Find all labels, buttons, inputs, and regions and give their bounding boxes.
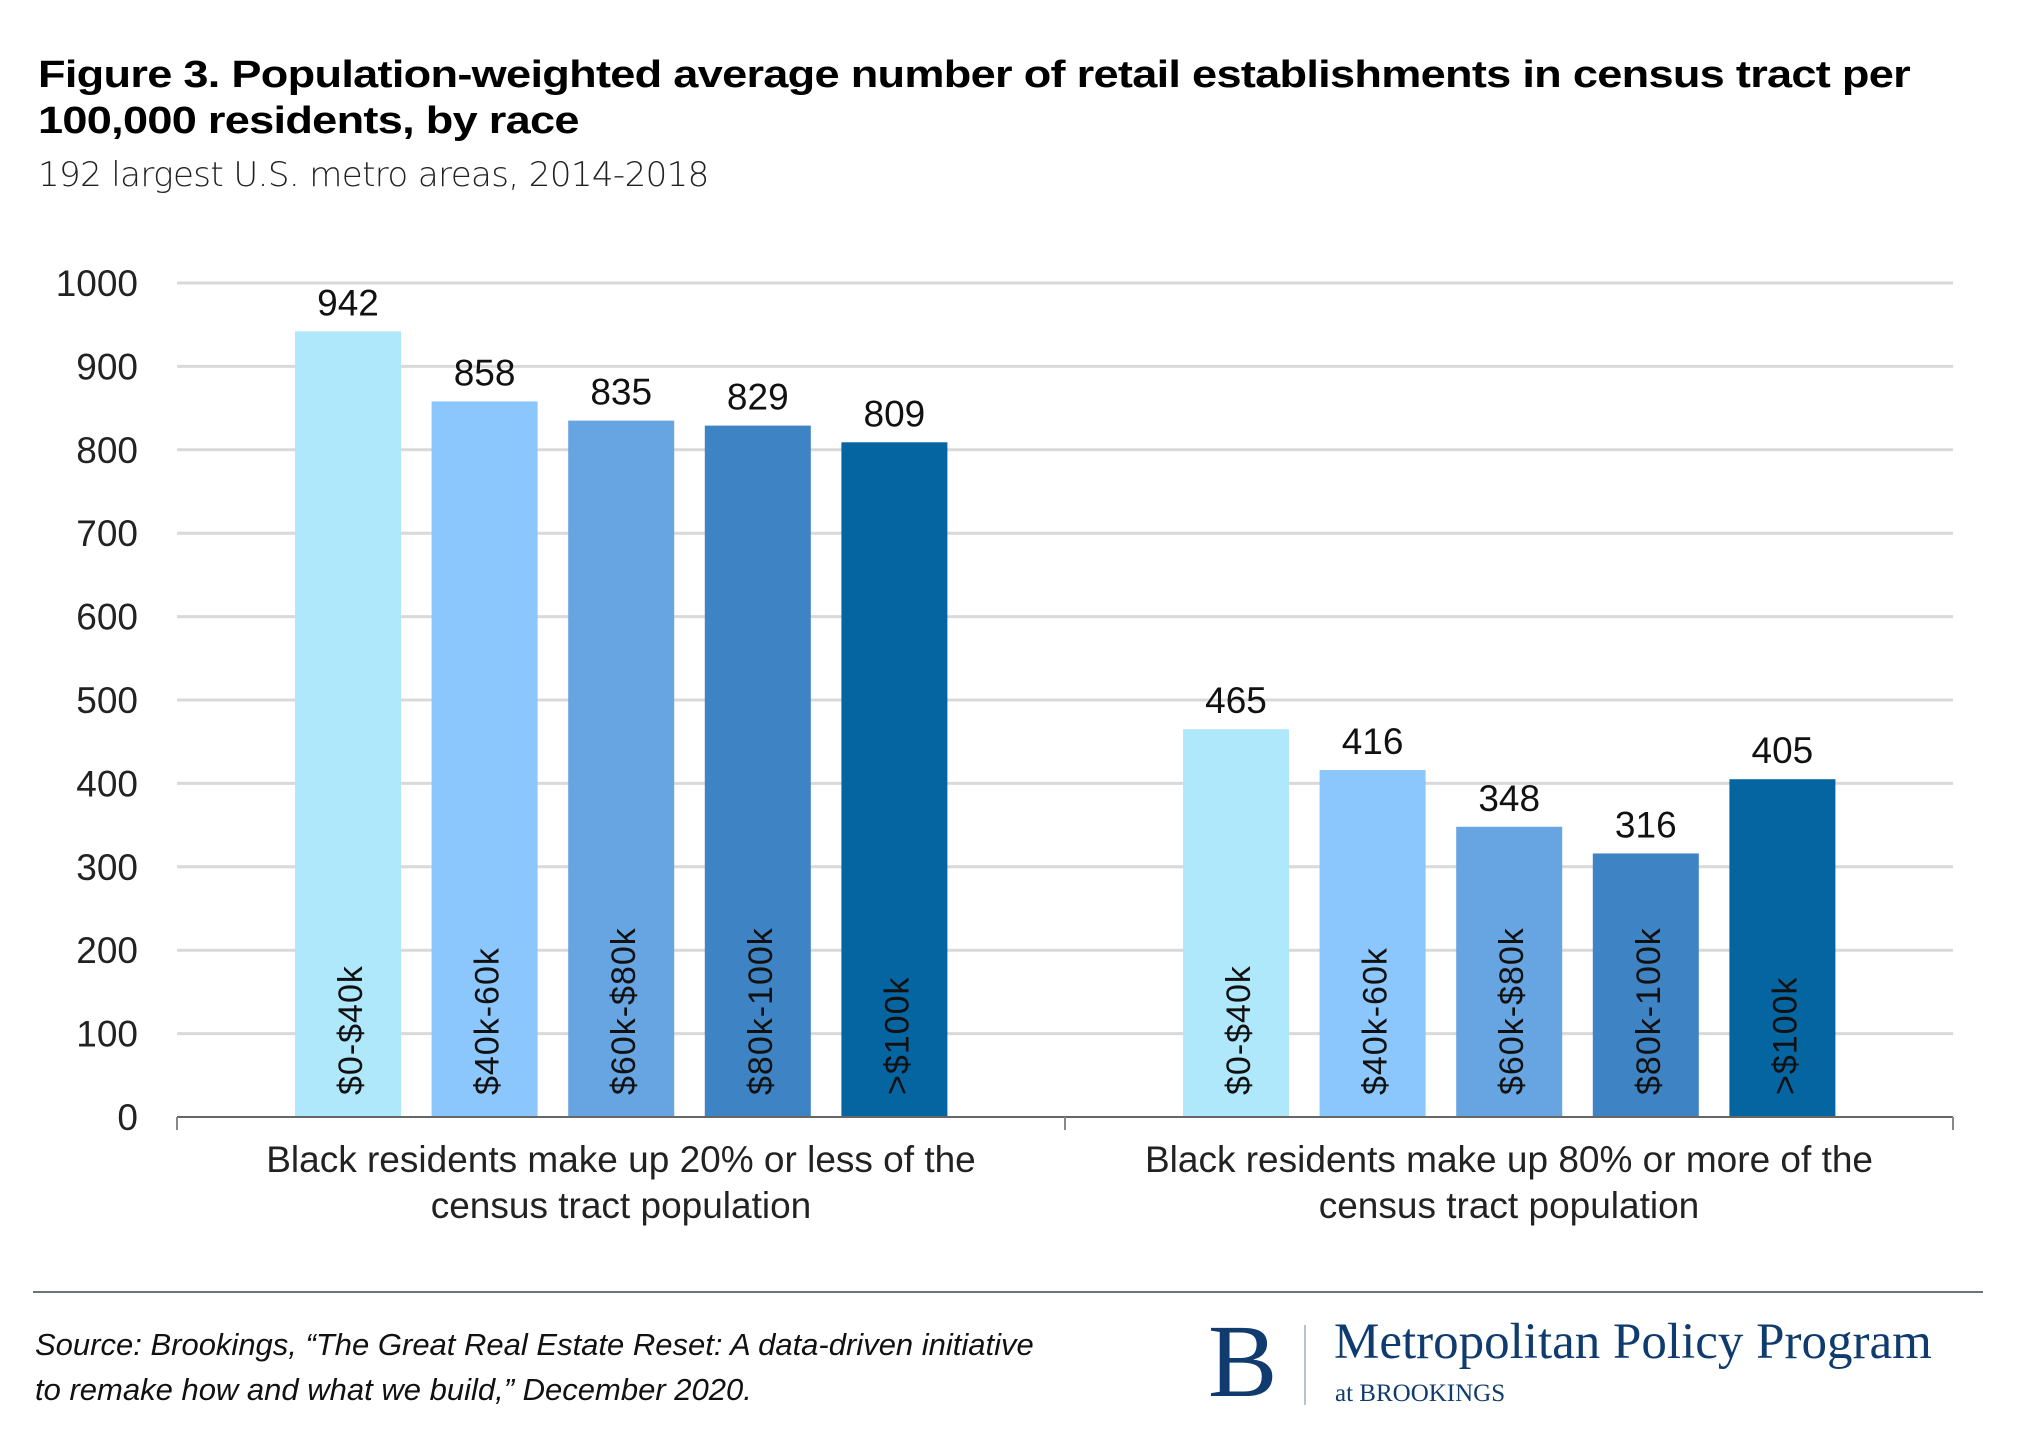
bar-series-label: $0-$40k — [1220, 965, 1258, 1095]
logo-divider — [1304, 1325, 1306, 1405]
bar — [1592, 853, 1699, 1117]
y-tick-label: 100 — [76, 1014, 138, 1055]
y-tick-label: 700 — [76, 513, 138, 554]
bar-series-label: $40k-60k — [469, 947, 507, 1095]
category-label: Black residents make up 20% or less of t… — [266, 1139, 976, 1180]
bar-series-label: >$100k — [878, 977, 916, 1096]
bar — [841, 442, 948, 1117]
source-line-2: to remake how and what we build,” Decemb… — [35, 1372, 752, 1407]
bar-value-label: 405 — [1752, 730, 1814, 771]
source-line-1: Source: Brookings, “The Great Real Estat… — [35, 1327, 1034, 1362]
y-tick-label: 800 — [76, 430, 138, 471]
y-tick-label: 300 — [76, 847, 138, 888]
chart-subtitle: 192 largest U.S. metro areas, 2014-2018 — [38, 155, 709, 195]
bar-series-label: $80k-100k — [742, 927, 780, 1095]
bar — [431, 401, 538, 1118]
y-axis-tick-labels: 0 100 200 300 400 500 600 700 800 900 1000 — [56, 263, 138, 1138]
y-tick-label: 200 — [76, 930, 138, 971]
chart-title-line-1: Figure 3. Population-weighted average nu… — [38, 54, 1911, 96]
bar-series-label: $40k-60k — [1357, 947, 1395, 1095]
bar-value-label: 829 — [727, 377, 789, 418]
chart-title-line-2: 100,000 residents, by race — [38, 100, 580, 142]
x-axis-category-labels: Black residents make up 20% or less of t… — [266, 1139, 1873, 1226]
bar-value-label: 416 — [1342, 721, 1404, 762]
bar-value-label: 316 — [1615, 804, 1677, 845]
footer-divider — [33, 1291, 1983, 1293]
bar — [704, 425, 811, 1117]
bar-value-label: 858 — [454, 352, 516, 393]
source-note: Source: Brookings, “The Great Real Estat… — [35, 1322, 1034, 1412]
y-tick-label: 0 — [117, 1097, 138, 1138]
bar-value-label: 942 — [317, 282, 379, 323]
bar-value-label: 835 — [590, 372, 652, 413]
bar-series-label: $80k-100k — [1630, 927, 1668, 1095]
y-tick-label: 1000 — [56, 263, 138, 304]
bar — [1456, 826, 1563, 1117]
y-tick-label: 600 — [76, 597, 138, 638]
bar-series-label: $60k-$80k — [1493, 927, 1531, 1095]
bar — [568, 420, 675, 1117]
bar — [1319, 770, 1426, 1117]
y-tick-label: 900 — [76, 346, 138, 387]
bar-value-label: 348 — [1478, 778, 1540, 819]
bar-chart: 0 100 200 300 400 500 600 700 800 900 1000 942 $0-$… — [56, 263, 1954, 1226]
bars: 942 $0-$40k 858 $40k-60k 835 $60k-$80k 829 $80k… — [295, 282, 1836, 1118]
category-label: Black residents make up 80% or more of t… — [1145, 1139, 1873, 1180]
bar-value-label: 809 — [864, 393, 926, 434]
bar — [1729, 779, 1836, 1117]
category-label: census tract population — [431, 1185, 812, 1226]
program-affiliation: at BROOKINGS — [1335, 1380, 1506, 1407]
brookings-logo-icon: B — [1208, 1304, 1278, 1419]
program-name: Metropolitan Policy Program — [1334, 1314, 1932, 1370]
bar — [295, 331, 401, 1117]
bar-series-label: $0-$40k — [332, 965, 370, 1095]
bar-series-label: >$100k — [1766, 977, 1804, 1096]
bar-value-label: 465 — [1205, 680, 1267, 721]
category-label: census tract population — [1319, 1185, 1700, 1226]
bar-series-label: $60k-$80k — [605, 927, 643, 1095]
y-tick-label: 500 — [76, 680, 138, 721]
y-tick-label: 400 — [76, 763, 138, 804]
x-axis — [176, 1116, 1954, 1130]
bar — [1183, 729, 1289, 1117]
chart-title: Figure 3. Population-weighted average nu… — [38, 52, 1911, 144]
